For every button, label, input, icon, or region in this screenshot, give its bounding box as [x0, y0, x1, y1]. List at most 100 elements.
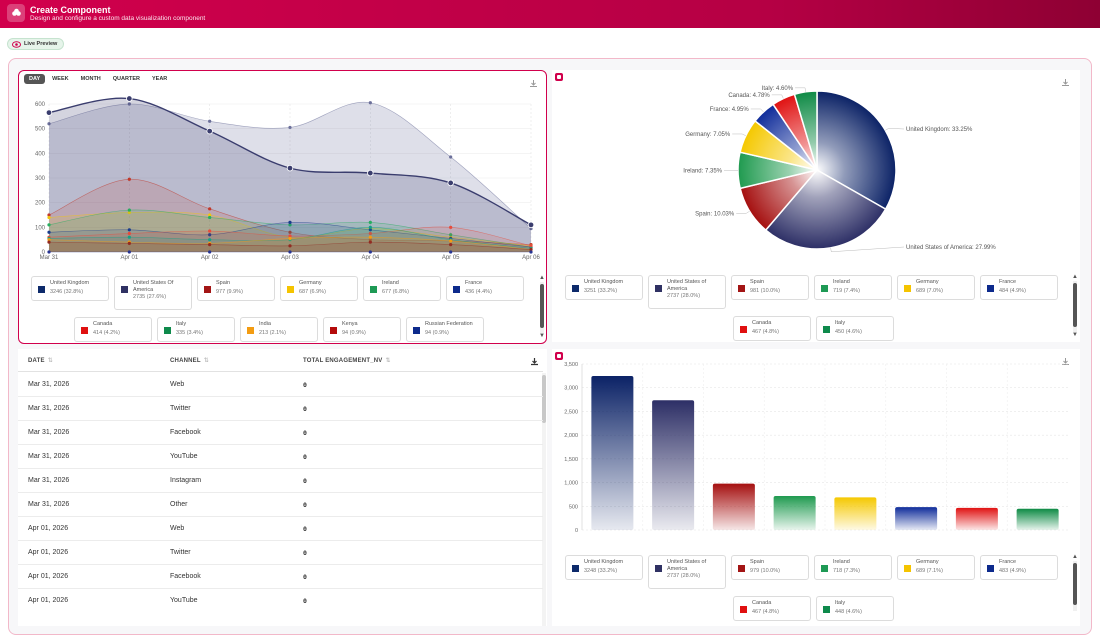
legend-item-spain[interactable]: Spain 979 (10.0%) — [731, 555, 809, 580]
data-point[interactable] — [367, 169, 374, 177]
legend-item-united-kingdom[interactable]: United Kingdom 3251 (33.2%) — [565, 275, 643, 300]
data-point[interactable] — [527, 221, 535, 229]
legend-item-kenya[interactable]: Kenya 94 (0.9%) — [323, 317, 401, 342]
sort-icon[interactable]: ⇅ — [47, 358, 53, 364]
scroll-down-icon[interactable]: ▼ — [1072, 599, 1078, 605]
legend-item-ireland[interactable]: Ireland 718 (7.3%) — [814, 555, 892, 580]
tab-day[interactable]: DAY — [24, 74, 46, 84]
tab-week[interactable]: WEEK — [52, 76, 69, 82]
data-point[interactable] — [368, 220, 372, 224]
column-header-channel[interactable]: CHANNEL ⇅ — [170, 358, 209, 364]
legend-item-italy[interactable]: Italy 448 (4.6%) — [816, 596, 894, 621]
pin-icon[interactable] — [555, 73, 563, 81]
table-row[interactable]: Mar 31, 2026 Other 0 — [18, 493, 543, 517]
data-point[interactable] — [368, 250, 372, 254]
data-point[interactable] — [449, 225, 453, 229]
data-point[interactable] — [127, 177, 131, 181]
data-point[interactable] — [208, 233, 212, 237]
data-point[interactable] — [208, 215, 212, 220]
scroll-up-icon[interactable]: ▲ — [539, 275, 545, 281]
data-point[interactable] — [368, 238, 372, 242]
data-point[interactable] — [127, 102, 131, 106]
tab-month[interactable]: MONTH — [80, 76, 101, 82]
data-point[interactable] — [449, 239, 453, 243]
data-point[interactable] — [127, 241, 131, 245]
data-point[interactable] — [529, 250, 533, 254]
table-row[interactable]: Apr 01, 2026 Twitter 0 — [18, 541, 543, 565]
legend-item-germany[interactable]: Germany 689 (7.1%) — [897, 555, 975, 580]
table-row[interactable]: Mar 31, 2026 Facebook 0 — [18, 421, 543, 445]
data-point[interactable] — [47, 240, 51, 244]
legend-item-germany[interactable]: Germany 687 (6.9%) — [280, 276, 358, 301]
data-point[interactable] — [288, 223, 292, 227]
legend-item-united-states-of-america[interactable]: United States of America 2737 (28.0%) — [648, 275, 726, 309]
column-header-date[interactable]: DATE ⇅ — [28, 358, 53, 364]
data-point[interactable] — [47, 250, 51, 254]
legend-scroll-thumb[interactable] — [1073, 283, 1077, 327]
legend-item-france[interactable]: France 484 (4.9%) — [980, 275, 1058, 300]
data-point[interactable] — [126, 95, 133, 102]
scroll-up-icon[interactable]: ▲ — [1072, 554, 1078, 560]
bar-canada[interactable] — [955, 507, 998, 530]
legend-item-canada[interactable]: Canada 467 (4.8%) — [733, 316, 811, 341]
data-point[interactable] — [288, 230, 292, 234]
pie-chart-panel[interactable]: United Kingdom: 33.25% United States of A… — [552, 70, 1080, 342]
legend-item-germany[interactable]: Germany 689 (7.0%) — [897, 275, 975, 300]
legend-item-spain[interactable]: Spain 977 (9.9%) — [197, 276, 275, 301]
legend-scroll-thumb[interactable] — [1073, 563, 1077, 605]
bar-spain[interactable] — [712, 483, 755, 530]
data-point[interactable] — [449, 250, 453, 254]
legend-item-united-states-of-america[interactable]: United States of America 2737 (28.0%) — [648, 555, 726, 589]
data-point[interactable] — [368, 240, 372, 244]
data-point[interactable] — [286, 164, 294, 172]
sort-icon[interactable]: ⇅ — [385, 358, 391, 364]
download-icon[interactable] — [1061, 357, 1070, 366]
data-point[interactable] — [47, 215, 51, 220]
data-point[interactable] — [368, 228, 372, 232]
data-point[interactable] — [288, 234, 292, 238]
data-point[interactable] — [45, 109, 53, 116]
scroll-down-icon[interactable]: ▼ — [1072, 332, 1078, 338]
legend-item-ireland[interactable]: Ireland 719 (7.4%) — [814, 275, 892, 300]
data-point[interactable] — [529, 244, 533, 248]
data-point[interactable] — [288, 236, 292, 241]
column-header-engagement[interactable]: TOTAL ENGAGEMENT_NV ⇅ — [303, 358, 391, 364]
legend-item-canada[interactable]: Canada 414 (4.2%) — [74, 317, 152, 342]
tab-year[interactable]: YEAR — [151, 76, 168, 82]
download-icon[interactable] — [1061, 78, 1070, 87]
data-point[interactable] — [47, 230, 51, 234]
data-point[interactable] — [208, 119, 212, 123]
bar-ireland[interactable] — [773, 495, 816, 530]
table-row[interactable]: Mar 31, 2026 Twitter 0 — [18, 397, 543, 421]
data-point[interactable] — [208, 243, 212, 247]
table-row[interactable]: Apr 01, 2026 Web 0 — [18, 517, 543, 541]
data-point[interactable] — [288, 250, 292, 254]
data-point[interactable] — [47, 122, 51, 126]
data-point[interactable] — [208, 213, 212, 217]
data-point[interactable] — [127, 228, 131, 232]
legend-item-russian-federation[interactable]: Russian Federation 94 (0.9%) — [406, 317, 484, 342]
legend-item-canada[interactable]: Canada 467 (4.8%) — [733, 596, 811, 621]
legend-item-united-kingdom[interactable]: United Kingdom 3246 (32.8%) — [31, 276, 109, 301]
data-point[interactable] — [288, 244, 292, 248]
table-scrollbar[interactable] — [542, 373, 546, 626]
bar-france[interactable] — [895, 507, 938, 530]
legend-item-spain[interactable]: Spain 981 (10.0%) — [731, 275, 809, 300]
table-scroll-thumb[interactable] — [542, 375, 546, 423]
table-row[interactable]: Apr 01, 2026 Facebook 0 — [18, 565, 543, 589]
data-point[interactable] — [449, 155, 453, 159]
data-point[interactable] — [127, 250, 131, 254]
area-chart-panel[interactable]: DAY WEEK MONTH QUARTER YEAR 0 100 200 300 40… — [18, 70, 547, 344]
data-point[interactable] — [208, 229, 212, 233]
bar-italy[interactable] — [1016, 508, 1059, 530]
data-point[interactable] — [368, 231, 372, 236]
data-point[interactable] — [288, 125, 292, 130]
sort-icon[interactable]: ⇅ — [203, 358, 209, 364]
table-row[interactable]: Mar 31, 2026 Web 0 — [18, 373, 543, 397]
table-row[interactable]: Apr 01, 2026 YouTube 0 — [18, 589, 543, 612]
bar-chart-panel[interactable]: 0 500 1,000 1,500 2,000 2,500 3,000 3,500 Unite… — [552, 349, 1080, 626]
data-point[interactable] — [127, 210, 131, 215]
legend-item-france[interactable]: France 483 (4.9%) — [980, 555, 1058, 580]
download-icon[interactable] — [530, 357, 539, 366]
legend-item-united-states-of-america[interactable]: United States Of America 2735 (27.6%) — [114, 276, 192, 310]
